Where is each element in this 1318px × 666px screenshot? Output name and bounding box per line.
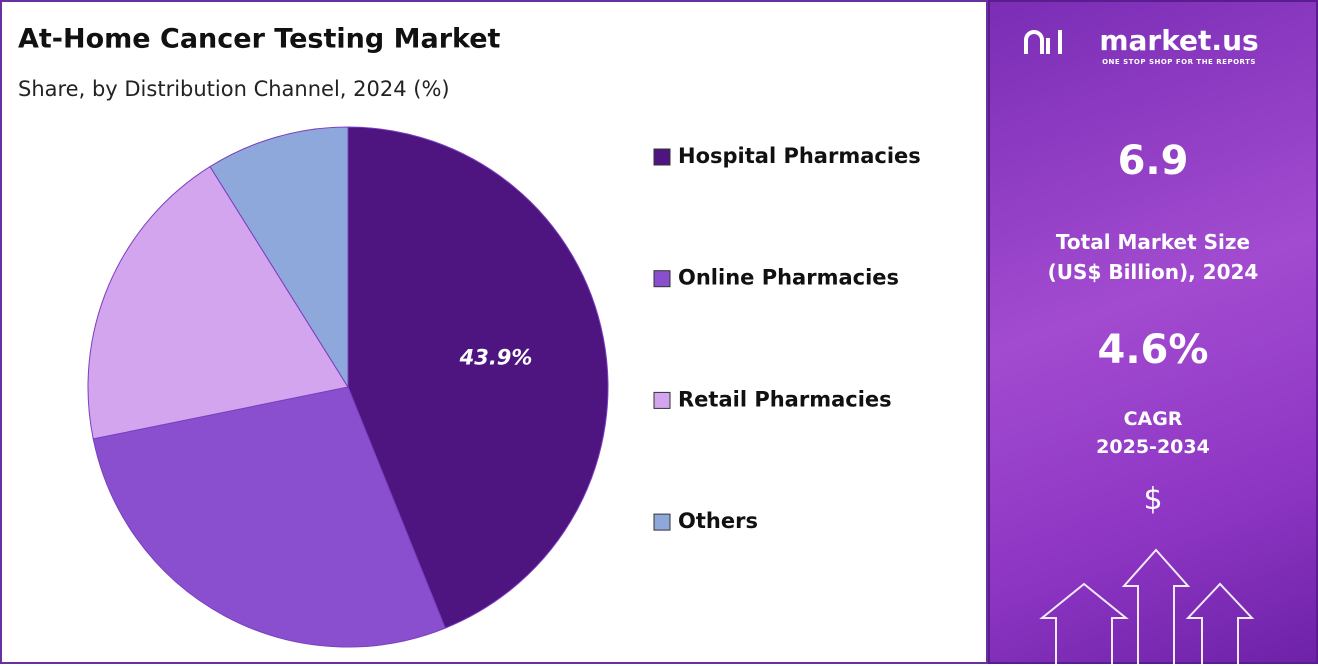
legend-label: Hospital Pharmacies <box>678 144 921 168</box>
market-size: 6.9 <box>1117 138 1189 184</box>
sidebar-art <box>1024 30 1255 666</box>
sidebar: market.us ONE STOP SHOP FOR THE REPORTS … <box>988 0 1318 666</box>
pie-slice <box>347 126 609 629</box>
market-size-label: Total Market Size <box>1055 230 1251 254</box>
brand: market.us <box>1099 24 1259 57</box>
legend-swatch <box>653 270 671 288</box>
data-label: 43.9% <box>459 345 533 369</box>
chart-subtitle: Share, by Distribution Channel, 2024 (%) <box>18 77 450 101</box>
arrows <box>1039 548 1255 666</box>
legend-swatch <box>653 391 671 409</box>
cagr: 4.6% <box>1097 327 1209 373</box>
pie-slice <box>209 126 349 389</box>
pie-slice <box>87 165 349 440</box>
currency-icon: $ <box>1143 482 1163 517</box>
legend-label: Retail Pharmacies <box>678 387 892 411</box>
legend-label: Others <box>678 509 758 533</box>
legend-swatch <box>653 513 671 531</box>
legend-swatch <box>653 148 671 166</box>
chart-panel: At-Home Cancer Testing Market Share, by … <box>0 0 988 664</box>
market-size-label: (US$ Billion), 2024 <box>1047 260 1259 284</box>
cagr-label: 2025-2034 <box>1096 436 1210 458</box>
chart: At-Home Cancer Testing Market Share, by … <box>18 24 921 648</box>
tagline: ONE STOP SHOP FOR THE REPORTS <box>1102 58 1256 66</box>
legend-label: Online Pharmacies <box>678 266 899 290</box>
cagr-label: CAGR <box>1123 408 1183 430</box>
chart-title: At-Home Cancer Testing Market <box>18 24 501 55</box>
logo-icon <box>1024 30 1062 54</box>
pie-slice <box>92 386 446 648</box>
